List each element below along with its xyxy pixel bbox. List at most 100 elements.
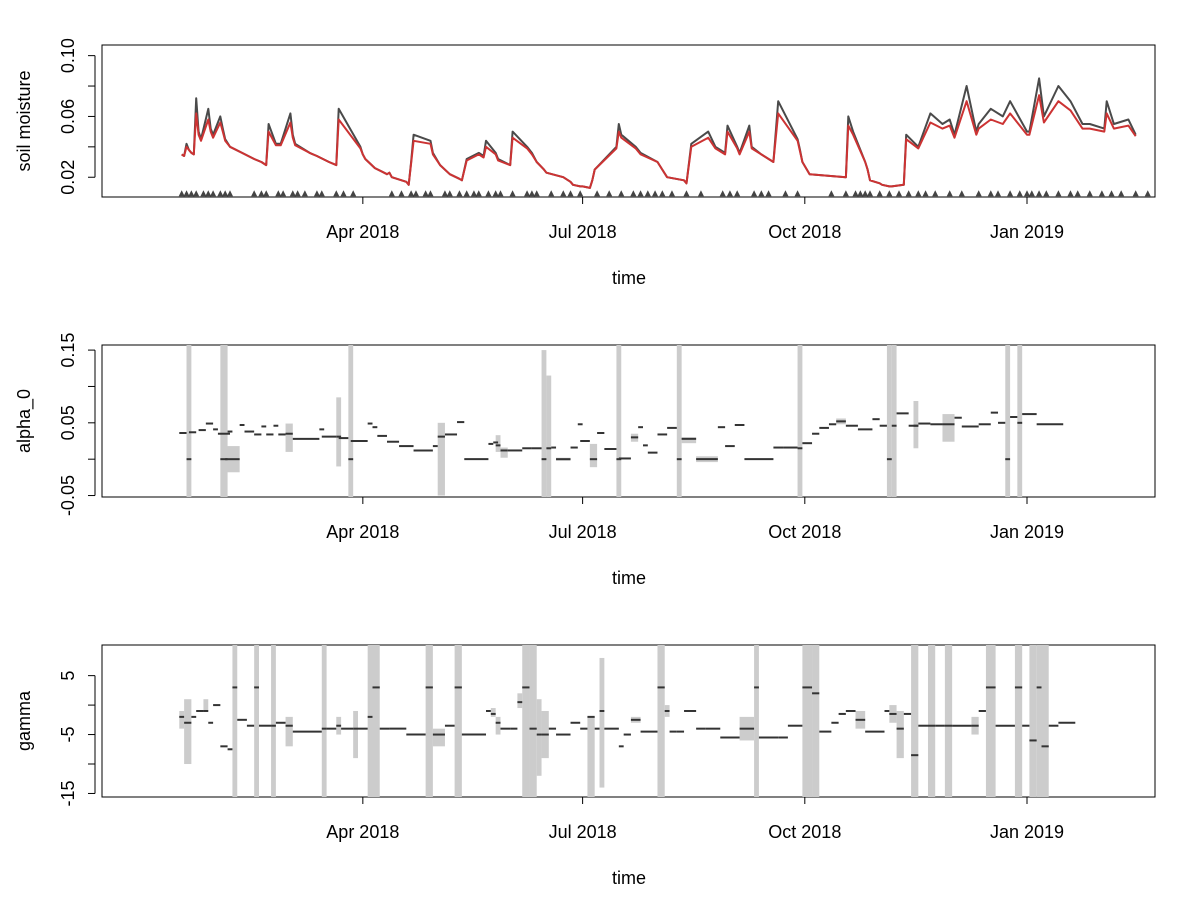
interval-band: [587, 716, 595, 797]
interval-band: [911, 645, 919, 797]
rain-event-marker: [492, 190, 499, 197]
interval-band: [1005, 345, 1011, 497]
x-tick-label: Apr 2018: [326, 822, 399, 842]
rain-event-marker: [946, 190, 953, 197]
rain-event-marker: [697, 190, 704, 197]
rain-event-marker: [548, 190, 555, 197]
rain-event-marker: [427, 190, 434, 197]
interval-band: [220, 345, 228, 497]
rain-event-marker: [1108, 190, 1115, 197]
rain-event-marker: [289, 190, 296, 197]
y-tick-label: 0.06: [58, 99, 78, 134]
y-axis-title: soil moisture: [14, 70, 34, 171]
x-tick-label: Jan 2019: [990, 522, 1064, 542]
rain-event-marker: [1007, 190, 1014, 197]
plot-box-gamma: [101, 644, 1156, 798]
interval-band: [913, 401, 919, 449]
interval-band: [490, 708, 496, 717]
y-tick-label: 0.02: [58, 160, 78, 195]
rain-event-marker: [227, 190, 234, 197]
rain-event-marker: [842, 190, 849, 197]
rain-event-marker: [422, 190, 429, 197]
interval-band: [321, 645, 327, 797]
rain-event-marker: [852, 190, 859, 197]
interval-band: [495, 435, 501, 452]
rain-event-marker: [1043, 190, 1050, 197]
rain-event-marker: [456, 190, 463, 197]
rain-event-marker: [652, 190, 659, 197]
x-tick-label: Jul 2018: [549, 222, 617, 242]
interval-band: [1029, 645, 1037, 797]
x-tick-label: Oct 2018: [768, 222, 841, 242]
rain-event-marker: [683, 190, 690, 197]
interval-band: [437, 422, 445, 496]
rain-event-marker: [318, 190, 325, 197]
rain-event-marker: [210, 190, 217, 197]
rain-event-marker: [205, 190, 212, 197]
interval-band: [522, 645, 530, 797]
rain-event-marker: [533, 190, 540, 197]
rain-event-marker: [958, 190, 965, 197]
rain-event-marker: [1055, 190, 1062, 197]
rain-event-marker: [497, 190, 504, 197]
x-axis-title: time: [612, 568, 646, 588]
rain-event-marker: [594, 190, 601, 197]
rain-event-marker: [412, 190, 419, 197]
interval-band: [802, 645, 813, 797]
rain-event-marker: [200, 190, 207, 197]
rain-event-marker: [895, 190, 902, 197]
rain-event-marker: [217, 190, 224, 197]
rain-event-marker: [886, 190, 893, 197]
interval-band: [353, 710, 359, 759]
rain-event-marker: [193, 190, 200, 197]
rain-event-marker: [867, 190, 874, 197]
rain-event-marker: [637, 190, 644, 197]
panel-alpha-0: Apr 2018 Jul 2018 Oct 2018 Jan 2019 -0.05 0.0…: [14, 333, 1156, 588]
interval-band: [425, 645, 433, 797]
interval-band: [812, 645, 820, 797]
interval-band: [254, 645, 259, 797]
rain-event-marker: [751, 190, 758, 197]
rain-event-marker: [915, 190, 922, 197]
interval-band: [589, 443, 598, 468]
interval-band: [1041, 645, 1049, 797]
y-tick-label: -15: [58, 780, 78, 806]
plot-box-alpha-0: [101, 344, 1156, 498]
rain-event-marker: [905, 190, 912, 197]
rain-event-marker: [995, 190, 1002, 197]
rain-event-marker: [1074, 190, 1081, 197]
rain-event-marker: [313, 190, 320, 197]
interval-band: [336, 397, 342, 467]
rain-event-marker: [524, 190, 531, 197]
rain-event-marker: [782, 190, 789, 197]
rain-event-marker: [668, 190, 675, 197]
rain-event-marker: [280, 190, 287, 197]
rain-event-marker: [294, 190, 301, 197]
rain-event-marker: [630, 190, 637, 197]
y-axis-title: alpha_0: [14, 389, 35, 453]
y-tick-label: 5: [58, 671, 78, 681]
series-line-observed: [181, 77, 1137, 189]
interval-band: [285, 716, 293, 747]
rain-event-marker: [275, 190, 282, 197]
x-tick-label: Jul 2018: [549, 522, 617, 542]
rain-event-marker: [188, 190, 195, 197]
rain-event-marker: [1028, 190, 1035, 197]
x-tick-label: Oct 2018: [768, 522, 841, 542]
rain-event-marker: [475, 190, 482, 197]
interval-band: [942, 414, 955, 442]
rain-event-marker: [734, 190, 741, 197]
interval-band: [495, 716, 501, 735]
interval-band: [616, 345, 622, 497]
interval-band: [927, 645, 936, 797]
interval-band: [657, 645, 665, 797]
interval-band: [1036, 645, 1042, 797]
interval-band: [944, 645, 953, 797]
rain-event-marker: [1086, 190, 1093, 197]
x-tick-label: Apr 2018: [326, 222, 399, 242]
x-tick-label: Jan 2019: [990, 822, 1064, 842]
rain-event-marker: [932, 190, 939, 197]
rain-event-marker: [222, 190, 229, 197]
rain-event-marker: [862, 190, 869, 197]
rain-event-marker: [577, 190, 584, 197]
